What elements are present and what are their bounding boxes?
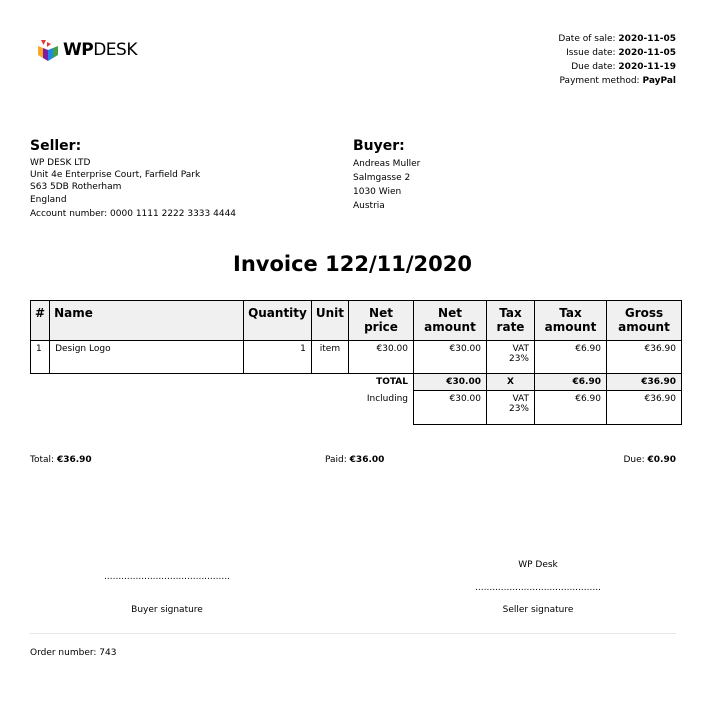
meta-issue-date: Issue date: 2020-11-05: [566, 48, 676, 58]
col-name: Name: [49, 300, 245, 341]
buyer-heading: Buyer:: [353, 138, 405, 154]
seller-line: WP DESK LTD: [30, 158, 91, 168]
col-number: #: [29, 300, 51, 341]
seller-line: S63 5DB Rotherham: [30, 182, 122, 193]
buyer-signature-dots: ........................................…: [104, 572, 230, 582]
col-tax-amount: Tax amount: [534, 300, 607, 341]
invoice-dates: Date of sale: 2020-11-05 Issue date: 202…: [558, 32, 676, 88]
col-tax-rate: Tax rate: [486, 300, 535, 341]
seller-account: Account number: 0000 1111 2222 3333 4444: [30, 208, 237, 219]
table-row: 1 Design Logo 1 item €30.00 €30.00 VAT 2…: [29, 340, 682, 374]
seller-heading: Seller:: [30, 138, 82, 154]
wpdesk-logo: WPDESK: [37, 38, 137, 62]
logo-text-light: DESK: [93, 40, 137, 60]
seller-line: Unit 4e Enterprise Court, Farfield Park: [30, 170, 201, 181]
invoice-title: Invoice 122/11/2020: [233, 252, 472, 276]
buyer-line: Andreas Muller: [353, 159, 421, 169]
meta-due-date: Due date: 2020-11-19: [571, 62, 676, 72]
table-header: # Name Quantity Unit Net price Net amoun…: [29, 300, 682, 341]
seller-block: Seller: WP DESK LTD Unit 4e Enterprise C…: [30, 138, 236, 220]
seller-line: England: [30, 194, 67, 205]
buyer-block: Buyer: Andreas Muller Salmgasse 2 1030 W…: [353, 138, 420, 213]
including-row: Including €30.00 VAT 23% €6.90 €36.90: [30, 390, 682, 425]
buyer-line: Salmgasse 2: [353, 173, 411, 183]
seller-signature-label: Seller signature: [502, 605, 574, 615]
seller-signature-dots: ........................................…: [475, 583, 601, 593]
meta-date-of-sale: Date of sale: 2020-11-05: [558, 34, 676, 44]
summary-due: Due: €0.90: [623, 455, 676, 465]
buyer-signature-label: Buyer signature: [131, 605, 203, 615]
col-net-price: Net price: [348, 300, 414, 341]
meta-payment-method: Payment method: PayPal: [559, 76, 676, 86]
buyer-line: 1030 Wien: [353, 187, 402, 197]
col-unit: Unit: [310, 300, 350, 341]
logo-text-bold: WP: [63, 40, 94, 60]
cube-logo-icon: [38, 40, 58, 61]
summary-paid: Paid: €36.00: [325, 455, 385, 465]
items-table: # Name Quantity Unit Net price Net amoun…: [29, 300, 682, 425]
col-quantity: Quantity: [243, 300, 312, 341]
summary-total: Total: €36.90: [30, 455, 92, 465]
col-gross-amount: Gross amount: [606, 300, 682, 341]
col-net-amount: Net amount: [413, 300, 487, 341]
buyer-line: Austria: [353, 201, 385, 211]
total-row: TOTAL €30.00 X €6.90 €36.90: [30, 373, 682, 391]
divider: [30, 633, 676, 634]
seller-name: WP Desk: [518, 560, 558, 570]
order-number: Order number: 743: [30, 648, 117, 658]
